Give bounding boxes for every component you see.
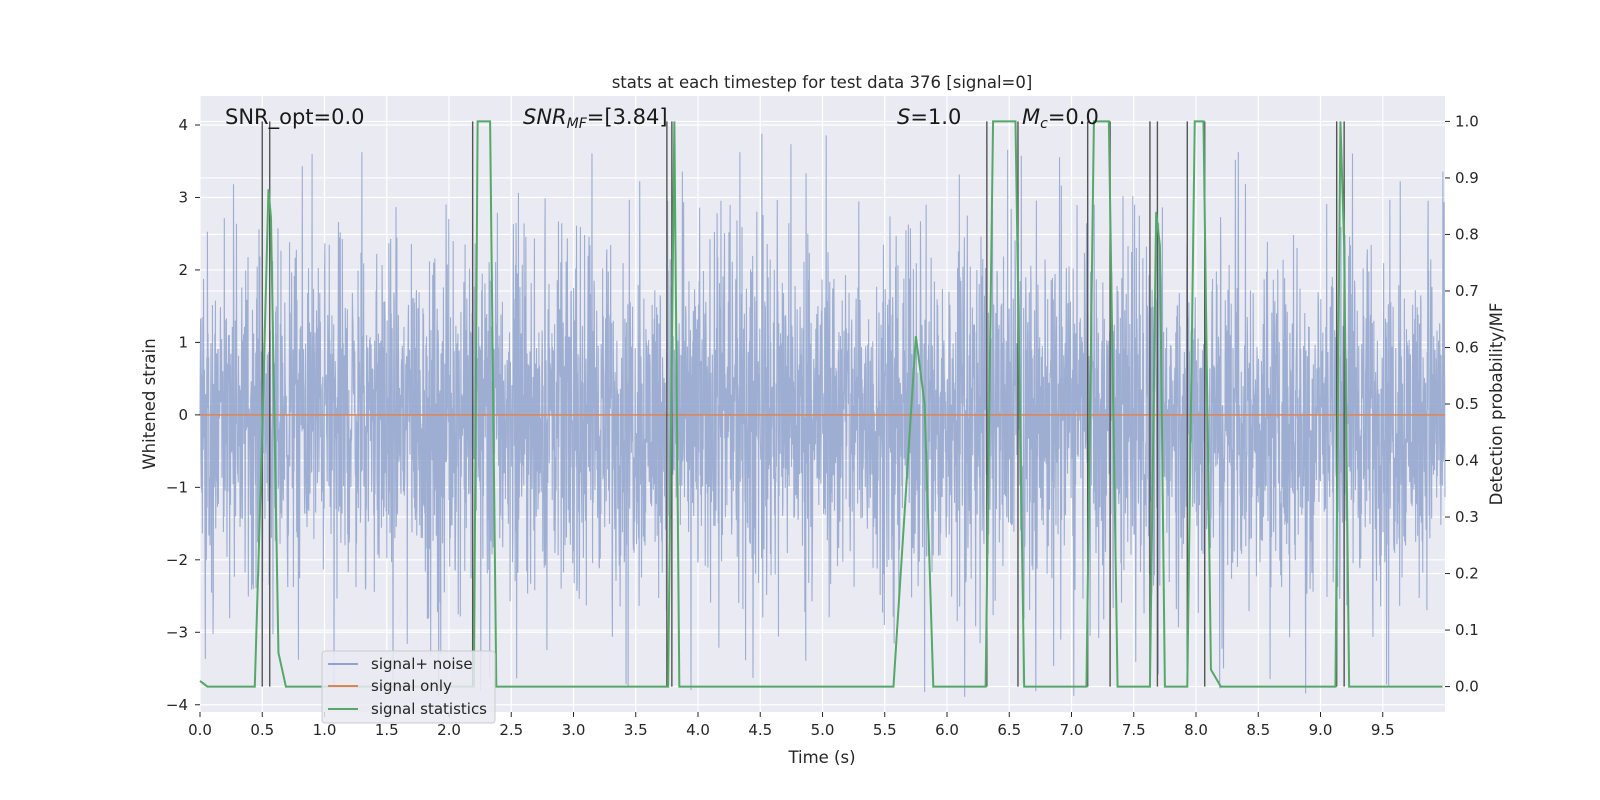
legend-label-signal-statistics: signal statistics (371, 700, 487, 718)
y2-tick-label: 0.2 (1455, 565, 1479, 583)
x-tick-label: 5.5 (873, 721, 897, 739)
y2-tick-label: 0.1 (1455, 621, 1479, 639)
x-axis-label: Time (s) (787, 748, 855, 767)
signal-statistics-line (199, 120, 1443, 688)
x-tick-label: 0.0 (188, 721, 212, 739)
chart-title: stats at each timestep for test data 376… (612, 73, 1033, 92)
y-tick-label: 1 (178, 333, 188, 351)
y2-axis-label: Detection probability/MF (1487, 303, 1506, 506)
annotation-s: S=1.0 (897, 105, 961, 129)
annotation-mc-value: =0.0 (1048, 105, 1099, 129)
annotation-snr-mf: SNRMF=[3.84] (523, 105, 668, 132)
x-tick-label: 2.0 (437, 721, 461, 739)
x-tick-label: 6.5 (997, 721, 1021, 739)
y-tick-label: −1 (166, 478, 188, 496)
y-axis-ticks: −4 −3 −2 −1 0 1 2 3 4 (166, 116, 200, 714)
x-tick-label: 0.5 (250, 721, 274, 739)
x-tick-label: 9.5 (1371, 721, 1395, 739)
x-tick-label: 1.5 (375, 721, 399, 739)
x-tick-label: 6.0 (935, 721, 959, 739)
legend-label-signal-only: signal only (371, 677, 452, 695)
y2-tick-label: 0.4 (1455, 452, 1479, 470)
annotation-mc-sub: c (1040, 116, 1048, 132)
x-tick-label: 2.5 (499, 721, 523, 739)
y2-tick-label: 0.3 (1455, 508, 1479, 526)
y-tick-label: 4 (178, 116, 188, 134)
y2-tick-label: 1.0 (1455, 112, 1479, 130)
y-tick-label: 3 (178, 188, 188, 206)
annotation-s-base: S (897, 105, 910, 129)
legend: signal+ noise signal only signal statist… (321, 650, 496, 724)
x-tick-label: 3.5 (624, 721, 648, 739)
x-tick-label: 8.0 (1184, 721, 1208, 739)
signal-statistics-series (199, 120, 1443, 688)
x-tick-label: 4.5 (748, 721, 772, 739)
x-tick-label: 7.5 (1122, 721, 1146, 739)
legend-label-signal-noise: signal+ noise (371, 655, 473, 673)
x-tick-label: 7.0 (1060, 721, 1084, 739)
x-axis-ticks: 0.0 0.5 1.0 1.5 2.0 2.5 3.0 3.5 4.0 4.5 5.0 5.5 6.0 6… (188, 712, 1395, 739)
annotation-snr-mf-base: SNR (523, 105, 567, 129)
annotation-snr-opt: SNR_opt=0.0 (225, 105, 365, 130)
x-tick-label: 5.0 (811, 721, 835, 739)
annotation-snr-mf-sub: MF (567, 116, 588, 132)
y2-tick-label: 0.6 (1455, 338, 1479, 356)
y2-tick-label: 0.9 (1455, 169, 1479, 187)
x-tick-label: 8.5 (1246, 721, 1270, 739)
x-tick-label: 1.0 (313, 721, 337, 739)
signal-noise-line (199, 133, 1446, 697)
y-tick-label: 0 (178, 406, 188, 424)
y-tick-label: 2 (178, 261, 188, 279)
signal-noise-series (199, 133, 1446, 697)
annotation-mc-base: M (1022, 105, 1040, 129)
y-tick-label: −4 (166, 696, 188, 714)
y-tick-label: −3 (166, 623, 188, 641)
annotation-mc: Mc=0.0 (1022, 105, 1099, 132)
annotation-snr-mf-value: =[3.84] (587, 105, 668, 129)
y-axis-label: Whitened strain (140, 338, 159, 469)
y2-tick-label: 0.7 (1455, 282, 1479, 300)
legend-box (321, 650, 496, 724)
x-tick-label: 4.0 (686, 721, 710, 739)
y2-axis-ticks: 0.0 0.1 0.2 0.3 0.4 0.5 0.6 0.7 0.8 0.9 1.0 (1445, 112, 1479, 696)
annotation-s-value: =1.0 (910, 105, 961, 129)
x-tick-label: 9.0 (1309, 721, 1333, 739)
x-tick-label: 3.0 (562, 721, 586, 739)
y2-tick-label: 0.5 (1455, 395, 1479, 413)
y2-tick-label: 0.8 (1455, 225, 1479, 243)
y2-tick-label: 0.0 (1455, 678, 1479, 696)
y-tick-label: −2 (166, 551, 188, 569)
